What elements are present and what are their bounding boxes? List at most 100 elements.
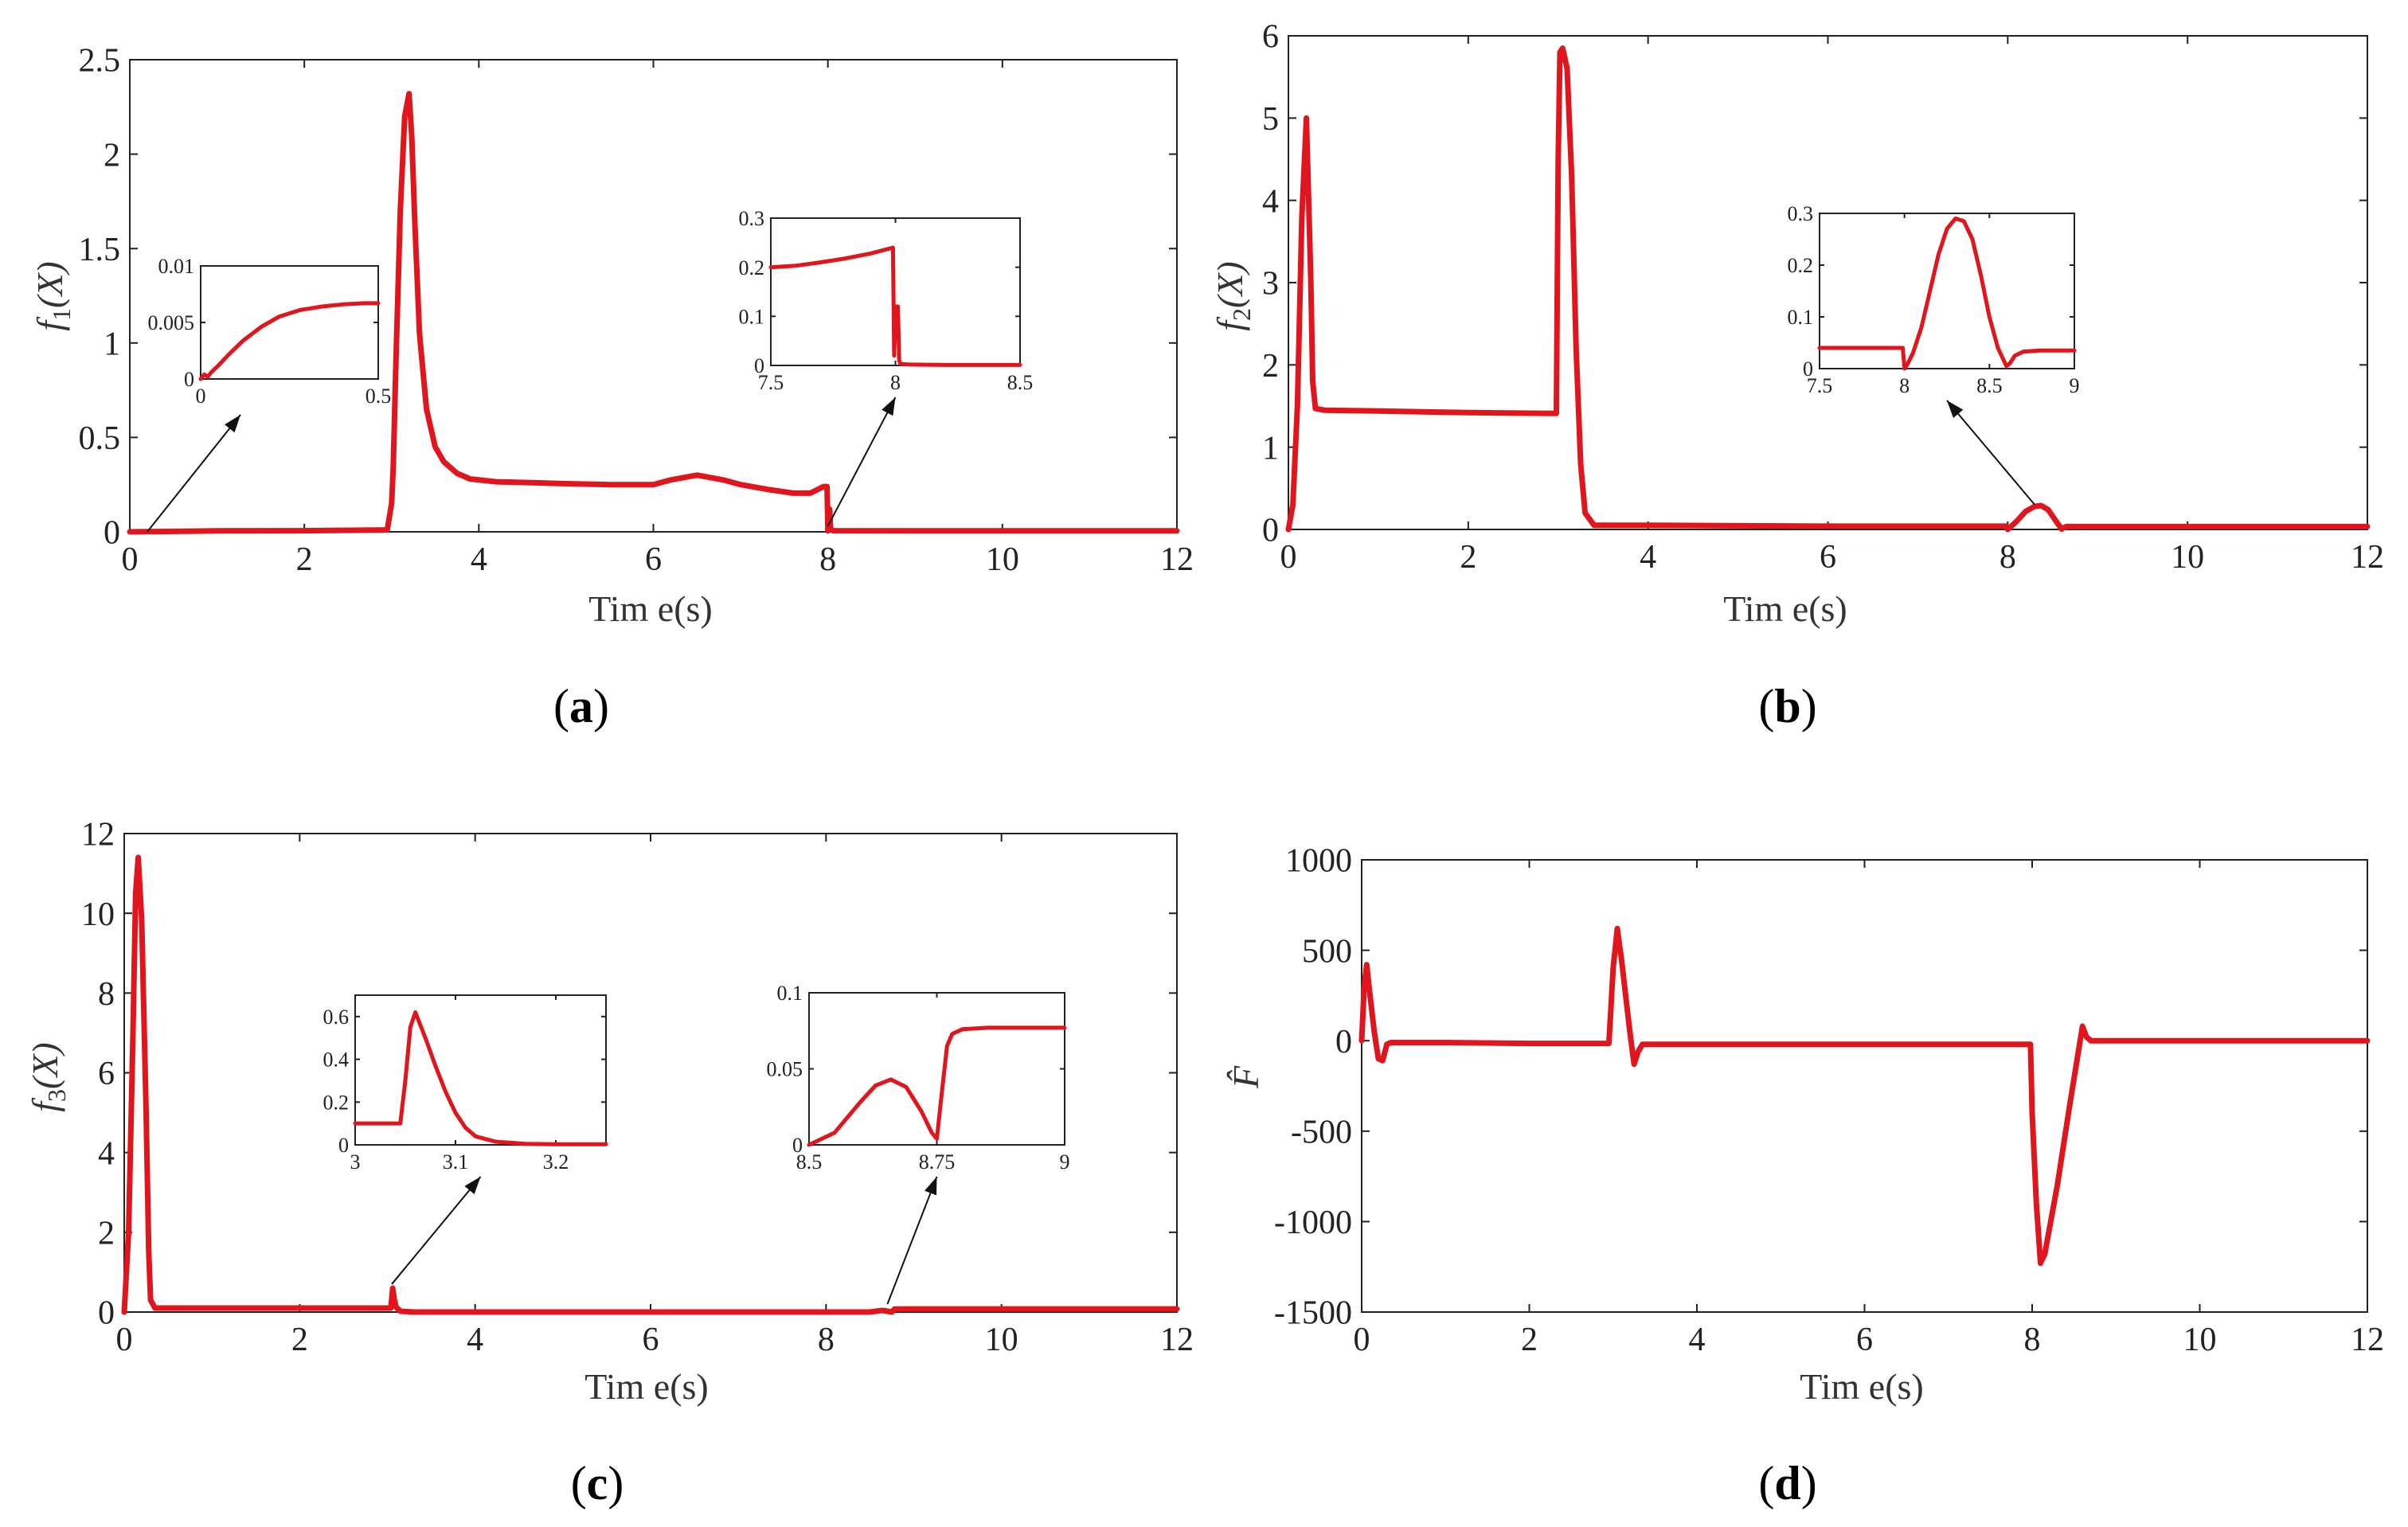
panel-a-inset-2-ytick-label: 0 bbox=[754, 354, 764, 377]
panel-a-inset-2-ytick-label: 0.1 bbox=[739, 305, 765, 328]
panel-a-inset-2-ytick-label: 0.2 bbox=[739, 256, 765, 279]
panel-c-inset-1-series-line bbox=[353, 1010, 608, 1146]
panel-b-caption-letter: b bbox=[1774, 680, 1800, 732]
panel-a-ytick-label: 1 bbox=[104, 326, 120, 363]
panel-a-ylabel-arg: (X) bbox=[29, 261, 70, 308]
panel-c-inset-1-xtick-label: 3.1 bbox=[443, 1150, 469, 1174]
panel-a-caption-close: ) bbox=[593, 680, 609, 732]
panel-c-inset-2-xtick-label: 9 bbox=[1060, 1150, 1070, 1174]
panel-c-ylabel-sub: 3 bbox=[42, 1089, 71, 1102]
panel-b-xtick-label: 4 bbox=[1640, 539, 1656, 576]
panel-a-ytick-label: 0 bbox=[104, 515, 120, 552]
panel-b-inset-1-series-line bbox=[1817, 217, 2077, 371]
panel-a-xtick-label: 10 bbox=[986, 541, 1019, 578]
panel-c-inset-2-series-line bbox=[807, 1025, 1067, 1147]
panel-a-inset-1-xtick-label: 0.5 bbox=[366, 385, 392, 408]
panel-b-caption-open: ( bbox=[1758, 680, 1774, 732]
panel-c-inset-2-xtick-label: 8.75 bbox=[919, 1150, 956, 1174]
panel-b-inset-1-xtick-label: 8 bbox=[1899, 374, 1910, 397]
panel-b-ytick-label: 0 bbox=[1262, 513, 1279, 549]
panel-c-ytick-label: 0 bbox=[98, 1295, 115, 1332]
panel-d-ytick-label: -500 bbox=[1291, 1115, 1352, 1151]
panel-c-ytick-label: 10 bbox=[81, 896, 115, 933]
panel-d-xtick-label: 10 bbox=[2183, 1322, 2217, 1358]
panel-b-inset-1-xtick-label: 7.5 bbox=[1807, 374, 1833, 397]
panel-a-ytick-label: 2.5 bbox=[79, 43, 121, 80]
panel-c-ylabel-arg: (X) bbox=[25, 1042, 65, 1089]
panel-c-inset-1-ytick-label: 0.4 bbox=[323, 1049, 350, 1072]
panel-d-ylabel-base: F̂ bbox=[1226, 1065, 1266, 1089]
panel-a-xtick-label: 4 bbox=[471, 541, 487, 578]
panel-c-inset-1-xtick-label: 3.2 bbox=[543, 1150, 569, 1174]
panel-b-xtick-label: 8 bbox=[2000, 539, 2016, 576]
panel-b-inset-1-xtick-label: 8.5 bbox=[1976, 374, 2003, 397]
panel-a-inset-2-arrow-shaft bbox=[827, 396, 897, 527]
panel-b-inset-1-xtick-label: 9 bbox=[2070, 374, 2080, 397]
panel-b-inset-1-ytick-label: 0 bbox=[1803, 357, 1813, 381]
panel-a-ytick-label: 1.5 bbox=[79, 232, 121, 268]
panel-a-inset-2-xtick-label: 8 bbox=[890, 371, 901, 394]
panel-b-inset-1-ytick-label: 0.1 bbox=[1788, 306, 1814, 329]
panel-d-series-line bbox=[1358, 925, 2371, 1267]
panel-c-inset-1-arrow-shaft bbox=[391, 1176, 482, 1285]
panel-c-series-line bbox=[121, 854, 1180, 1315]
panel-b-inset-1-ytick-label: 0.3 bbox=[1788, 202, 1814, 225]
panel-d-caption-close: ) bbox=[1801, 1457, 1817, 1509]
panel-a-inset-1-arrow-head bbox=[225, 415, 240, 433]
panel-b-ytick-label: 4 bbox=[1262, 183, 1279, 220]
panel-d-xtick-label: 12 bbox=[2351, 1322, 2384, 1358]
panel-a-inset-2-series-line bbox=[768, 245, 1022, 367]
panel-a-xtick-label: 12 bbox=[1160, 541, 1194, 578]
panel-d: 0 2 4 6 8 10 12 -1500 -1000 -500 0 500 1000 bbox=[1274, 843, 2384, 1358]
panel-b-ylabel-arg: (X) bbox=[1210, 261, 1250, 308]
panel-c-ytick-label: 2 bbox=[98, 1216, 115, 1252]
panel-c-inset-1-xtick-label: 3 bbox=[350, 1150, 361, 1174]
panel-c-inset-1-axes-box bbox=[354, 994, 607, 1146]
panel-a-series-line bbox=[127, 91, 1180, 535]
panel-b-inset-1-arrow-shaft bbox=[1946, 400, 2035, 506]
panel-b-xtick-label: 12 bbox=[2351, 539, 2384, 576]
panel-d-xlabel: Tim e(s) bbox=[1800, 1366, 1924, 1407]
panel-d-ytick-label: -1000 bbox=[1274, 1205, 1352, 1241]
panel-d-ytick-label: -1500 bbox=[1274, 1295, 1352, 1332]
panel-d-caption-open: ( bbox=[1758, 1457, 1774, 1509]
panel-d-axes-box bbox=[1361, 859, 2368, 1313]
panel-c-ytick-label: 8 bbox=[98, 976, 115, 1013]
panel-b-ytick-label: 5 bbox=[1262, 101, 1279, 138]
panel-a-inset-1-ytick-label: 0 bbox=[184, 368, 194, 391]
panel-a-inset-1-arrow-shaft bbox=[147, 414, 241, 533]
panel-c-ytick-label: 4 bbox=[98, 1135, 115, 1172]
panel-c-xtick-label: 10 bbox=[985, 1322, 1018, 1358]
panel-a-ytick-label: 2 bbox=[104, 137, 120, 174]
panel-c-inset-2-arrow-shaft bbox=[886, 1176, 938, 1305]
panel-a-caption-open: ( bbox=[553, 680, 569, 732]
panel-a-inset-1-xtick-label: 0 bbox=[196, 385, 206, 408]
panel-b-caption: (b) bbox=[1758, 680, 1816, 732]
panel-b-ytick-label: 6 bbox=[1262, 19, 1279, 56]
panel-c-inset-1-arrow-head bbox=[464, 1177, 481, 1195]
panel-a-inset-2-arrow-head bbox=[882, 397, 896, 416]
panel-c-caption-letter: c bbox=[587, 1457, 608, 1509]
panel-c-xlabel: Tim e(s) bbox=[584, 1366, 709, 1407]
panel-c-caption-open: ( bbox=[571, 1457, 587, 1509]
panel-c-xtick-label: 4 bbox=[467, 1322, 483, 1358]
panel-a-xtick-label: 0 bbox=[122, 541, 139, 578]
panel-a-inset-1-ytick-label: 0.005 bbox=[148, 311, 195, 334]
panel-d-ylabel: F̂ bbox=[1226, 1065, 1266, 1089]
panel-b-inset-1-arrow-head bbox=[1947, 400, 1964, 418]
panel-c-xtick-label: 0 bbox=[116, 1322, 133, 1358]
panel-c-inset-2-ytick-label: 0.05 bbox=[767, 1058, 803, 1081]
panel-b-xtick-label: 6 bbox=[1820, 539, 1836, 576]
panel-a-xtick-label: 8 bbox=[819, 541, 836, 578]
panel-c-xtick-label: 2 bbox=[291, 1322, 308, 1358]
panel-c-xtick-label: 6 bbox=[643, 1322, 659, 1358]
panel-a-caption: (a) bbox=[553, 680, 609, 732]
panel-b-caption-close: ) bbox=[1801, 680, 1817, 732]
panel-b-ytick-label: 2 bbox=[1262, 348, 1279, 385]
panel-a-inset-2-ytick-label: 0.3 bbox=[739, 207, 765, 230]
panel-b-ytick-label: 1 bbox=[1262, 430, 1279, 467]
panel-a-inset-1-series-line bbox=[198, 301, 381, 381]
panel-a-inset-2-xtick-label: 8.5 bbox=[1007, 371, 1034, 394]
panel-c-inset-2-xtick-label: 8.5 bbox=[796, 1150, 823, 1174]
